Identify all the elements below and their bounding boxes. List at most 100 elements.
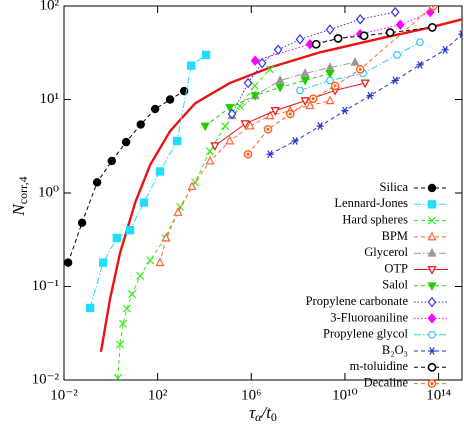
legend-label: BPM <box>382 229 408 243</box>
marker <box>210 142 220 152</box>
fit-curve <box>99 18 462 353</box>
marker <box>427 231 437 241</box>
y-axis-label: Ncorr,4 <box>9 176 30 216</box>
legend-label: OTP <box>384 261 408 275</box>
marker <box>240 120 250 130</box>
y-tick-label: 10² <box>40 0 60 13</box>
marker <box>295 86 305 95</box>
marker <box>266 150 274 159</box>
series-line <box>269 33 462 155</box>
marker <box>225 104 235 113</box>
marker <box>427 282 437 292</box>
marker <box>155 167 165 176</box>
marker <box>250 81 259 90</box>
marker <box>428 347 436 355</box>
marker <box>285 109 295 119</box>
marker <box>125 226 135 235</box>
marker <box>227 108 237 120</box>
y-tick-label: 10⁻² <box>32 371 60 387</box>
marker <box>173 207 183 216</box>
y-tick-label: 10⁰ <box>38 184 59 200</box>
marker <box>98 258 108 267</box>
marker <box>295 34 305 45</box>
legend-label: Propylene carbonate <box>306 294 409 308</box>
y-label-base: N <box>9 203 28 217</box>
marker <box>92 178 102 187</box>
series-line <box>214 82 366 147</box>
marker <box>225 135 235 145</box>
marker <box>205 155 215 165</box>
x-tick-label: 10⁻² <box>50 387 78 403</box>
marker <box>265 65 275 74</box>
marker <box>263 124 273 134</box>
x-tick-label: 10⁶ <box>241 387 261 403</box>
x-tick-label: 10¹⁰ <box>332 387 358 403</box>
legend-label: Salol <box>382 278 408 292</box>
series-line <box>204 72 331 127</box>
marker <box>64 258 73 267</box>
marker <box>360 79 370 89</box>
marker <box>300 68 310 77</box>
marker <box>300 97 310 106</box>
marker <box>427 23 437 32</box>
marker <box>187 181 197 191</box>
legend-label: Hard spheres <box>342 212 408 226</box>
marker <box>77 218 87 228</box>
marker <box>359 31 369 41</box>
marker <box>355 65 365 74</box>
legend-label: m-toluidine <box>350 359 409 373</box>
marker <box>136 120 145 129</box>
y-tick-label: 10⁻¹ <box>32 278 59 294</box>
marker <box>270 107 280 116</box>
marker <box>113 373 122 380</box>
marker <box>427 313 437 324</box>
plot-area <box>64 6 462 380</box>
marker <box>257 57 267 69</box>
series-line <box>231 11 396 115</box>
marker <box>316 122 324 130</box>
legend-label: B₂O₃ <box>382 343 408 357</box>
marker <box>330 81 340 91</box>
marker <box>333 34 343 43</box>
marker <box>146 256 155 265</box>
marker <box>250 55 260 66</box>
marker <box>243 149 253 159</box>
x-label-sub: α <box>255 410 262 424</box>
marker <box>427 362 437 372</box>
marker <box>201 50 211 60</box>
y-tick-label: 10¹ <box>40 91 60 107</box>
legend-label: Lennard-Jones <box>334 196 408 210</box>
marker <box>350 57 360 66</box>
series-line <box>316 26 433 45</box>
legend-label: Glycerol <box>364 245 408 259</box>
marker <box>392 51 402 59</box>
marker <box>427 296 437 308</box>
marker <box>265 110 275 120</box>
marker <box>308 94 318 104</box>
x-tick-label: 10² <box>148 387 168 403</box>
marker <box>325 69 335 79</box>
marker <box>416 60 424 69</box>
marker <box>85 303 95 313</box>
marker <box>116 340 125 349</box>
marker <box>245 120 255 130</box>
x-label-base: τ <box>249 403 256 422</box>
marker <box>243 77 253 89</box>
marker <box>155 257 165 267</box>
x-label-mid: /t <box>260 403 272 422</box>
marker <box>139 198 149 207</box>
marker <box>428 6 438 11</box>
marker <box>172 136 182 146</box>
marker <box>122 304 132 313</box>
marker <box>341 106 349 115</box>
marker <box>311 39 321 49</box>
marker <box>415 38 425 46</box>
marker <box>161 232 171 242</box>
marker <box>275 75 285 84</box>
marker <box>427 266 437 275</box>
marker <box>427 330 437 339</box>
x-tick-label: 10¹⁴ <box>426 387 451 403</box>
marker <box>325 24 335 35</box>
